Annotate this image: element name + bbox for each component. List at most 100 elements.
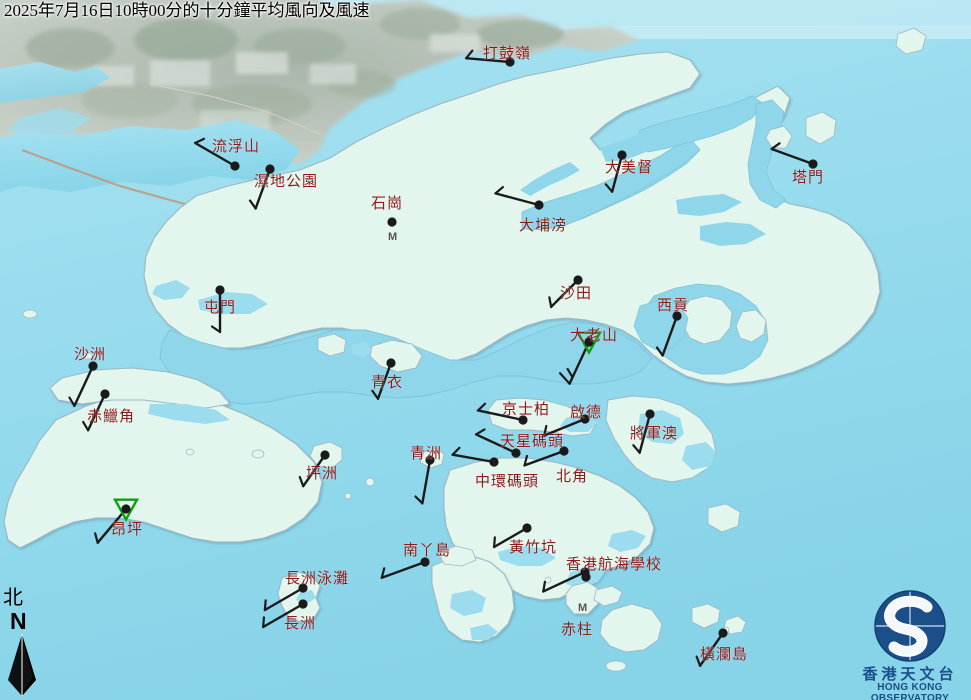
north-label-en: N: [10, 608, 27, 634]
barb-half: [82, 420, 90, 432]
station-dot: [534, 200, 544, 210]
tseung-kwan-o-area: [605, 395, 717, 483]
station-label-tap-mun: 塔門: [792, 170, 825, 186]
station-dot: [298, 599, 308, 609]
landmass-lantau: [3, 367, 323, 549]
barb-half: [655, 346, 664, 357]
wind-station-stanley: [581, 572, 591, 582]
mainland-shenzhen: [0, 0, 640, 214]
wind-station-sha-tin: [548, 275, 583, 309]
barb-half: [194, 137, 206, 145]
barb-half: [632, 444, 641, 454]
station-label-central-pier: 中環碼頭: [475, 474, 540, 490]
wind-station-central-pier: [451, 446, 499, 467]
wind-station-tsing-yi: [371, 358, 396, 400]
station-dot: [425, 455, 435, 465]
missing-data-marker-stanley: M: [578, 602, 588, 614]
barb-shaft: [302, 453, 327, 488]
wind-station-wetland-park: [248, 164, 275, 210]
station-label-sai-kung: 西貢: [657, 298, 690, 314]
barb-half: [451, 446, 461, 456]
wind-station-tai-mei-tuk: [604, 150, 627, 193]
barb-half: [475, 428, 486, 436]
wind-station-tap-mun: [770, 142, 818, 169]
wind-station-cheung-chau: [261, 599, 308, 629]
north-arrow: 北 N: [2, 588, 48, 698]
barb-shaft: [638, 412, 652, 454]
barb-half: [548, 296, 553, 308]
station-dot: [580, 414, 590, 424]
barb-shaft: [96, 507, 128, 544]
barb-half: [604, 183, 614, 193]
barb-shaft: [476, 409, 525, 422]
barb-half: [543, 424, 548, 437]
station-dot: [420, 557, 430, 567]
barb-shaft: [494, 192, 541, 207]
wind-station-sai-kung: [655, 311, 682, 357]
barb-half: [371, 389, 380, 400]
wind-station-tuen-mun: [210, 285, 225, 334]
wind-station-kings-park: [476, 402, 528, 425]
station-label-sha-tin: 沙田: [560, 286, 593, 302]
barb-half: [68, 396, 76, 407]
station-label-cheung-chau: 長洲: [284, 616, 317, 632]
barb-half: [263, 599, 267, 612]
barb-shaft: [261, 602, 305, 629]
station-dot: [121, 504, 131, 514]
station-label-wetland-park: 濕地公園: [254, 174, 319, 190]
barb-half: [465, 49, 474, 60]
wind-station-star-ferry: [474, 428, 521, 458]
barb-shaft: [254, 167, 272, 210]
north-arrow-glyph: [8, 634, 36, 696]
barb-half: [298, 475, 305, 488]
wind-station-tseung-kwan-o: [632, 409, 655, 454]
barb-shaft: [73, 364, 95, 408]
station-dot: [518, 415, 528, 425]
station-dot: [617, 150, 627, 160]
barb-shaft: [193, 141, 237, 168]
hko-logo-mark: [874, 590, 946, 662]
barb-half: [566, 367, 574, 379]
hko-name-zh: 香港天文台: [862, 667, 958, 683]
station-label-star-ferry: 天星碼頭: [500, 434, 565, 450]
wind-station-tai-po-kau: [494, 185, 544, 210]
station-dot: [581, 572, 591, 582]
station-dot: [505, 57, 515, 67]
barb-half: [94, 532, 99, 544]
station-dot: [320, 450, 330, 460]
sai-kung-waters: [633, 283, 769, 375]
station-label-ngong-ping: 昂坪: [111, 522, 144, 538]
station-dot: [718, 628, 728, 638]
wind-station-lau-fau-shan: [193, 137, 240, 171]
station-dot: [511, 448, 521, 458]
wind-station-sha-chau: [68, 361, 98, 408]
barb-shaft: [542, 570, 587, 593]
gust-marker-triangle: [112, 498, 140, 522]
barb-half: [248, 199, 257, 210]
wind-station-waglan-island: [695, 628, 728, 667]
station-label-kai-tak: 啟德: [570, 405, 603, 421]
wind-station-chek-lap-kok: [82, 389, 110, 432]
station-dot: [645, 409, 655, 419]
station-dot: [100, 389, 110, 399]
station-dot: [387, 217, 397, 227]
wind-station-tates-cairn: [559, 331, 603, 385]
station-label-chek-lap-kok: 赤鱲角: [87, 409, 136, 425]
station-label-cheung-chau-beach: 長洲泳灘: [285, 571, 350, 587]
wind-station-shek-kong: [387, 217, 397, 227]
barb-shaft: [661, 314, 679, 357]
barb-shaft: [698, 631, 725, 667]
barb-shaft: [380, 560, 427, 579]
barb-half: [494, 185, 505, 195]
barb-half: [414, 495, 424, 505]
station-label-ta-kwu-ling: 打鼓嶺: [483, 46, 532, 62]
hko-logo: 香港天文台 HONG KONG OBSERVATORY: [849, 589, 971, 700]
station-dot: [573, 275, 583, 285]
barb-shaft: [376, 361, 393, 400]
barb-half: [476, 402, 487, 412]
north-label-zh: 北: [3, 587, 23, 609]
station-label-peng-chau: 坪洲: [306, 466, 339, 482]
